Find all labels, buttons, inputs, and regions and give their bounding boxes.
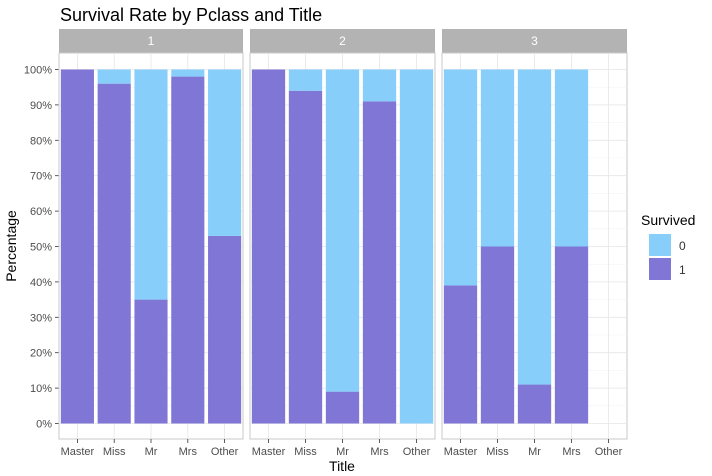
y-tick-label: 70% [30,171,52,183]
bar-segment-survived-1 [480,246,515,424]
bar-segment-survived-1 [288,90,323,424]
legend: Survived 0 1 [641,212,695,280]
y-tick-label: 10% [30,383,52,395]
bar-segment-survived-1 [134,299,168,424]
bar-segment-survived-0 [325,69,360,392]
x-tick-label: Mrs [562,446,581,458]
bar-segment-survived-0 [134,69,168,300]
y-tick-label: 40% [30,277,52,289]
y-tick-label: 80% [30,135,52,147]
bar-segment-survived-1 [60,69,94,424]
x-tick-label: Miss [294,446,317,458]
x-tick-label: Mrs [179,446,198,458]
facet-strip [442,29,627,53]
y-tick-label: 20% [30,348,52,360]
y-tick-label: 60% [30,206,52,218]
x-tick-label: Other [595,446,623,458]
x-tick-label: Master [252,446,286,458]
x-tick-label: Master [61,446,95,458]
chart-title: Survival Rate by Pclass and Title [60,5,322,25]
y-tick-label: 50% [30,242,52,254]
legend-label-0: 0 [679,239,686,253]
legend-label-1: 1 [679,263,686,277]
bar-segment-survived-0 [362,69,397,102]
bar-segment-survived-1 [554,246,589,424]
facet-panel: 3 Master Miss Mr Mrs Other [441,29,628,458]
x-tick-label: Other [211,446,239,458]
facet-strip [59,29,243,53]
x-tick-label: Mr [528,446,541,458]
facet-panels: 1 Master Miss Mr Mrs Other 2 Master Miss Mr Mrs Oth… [58,29,628,458]
y-axis: 0% 10% 20% 30% 40% 50% 60% 70% 80% 90% 100% [24,65,59,431]
legend-key-0 [649,234,671,256]
y-tick-label: 0% [36,419,52,431]
bar-segment-survived-0 [208,69,242,236]
x-tick-label: Mrs [370,446,389,458]
bar-segment-survived-1 [208,235,242,424]
facet-panel: 1 Master Miss Mr Mrs Other [58,29,244,458]
facet-strip-label: 2 [339,34,346,48]
x-tick-label: Master [444,446,478,458]
x-tick-label: Miss [103,446,126,458]
bar-segment-survived-0 [480,69,515,247]
legend-title: Survived [641,212,695,228]
facet-strip [250,29,435,53]
bar-segment-survived-0 [443,69,478,286]
bar-segment-survived-1 [443,285,478,424]
y-tick-label: 90% [30,100,52,112]
bar-segment-survived-0 [97,69,131,84]
facet-panel: 2 Master Miss Mr Mrs Other [249,29,436,458]
x-tick-label: Other [403,446,431,458]
bar-segment-survived-1 [325,391,360,424]
y-tick-label: 30% [30,312,52,324]
y-tick-label: 100% [24,65,52,77]
facet-strip-label: 1 [148,34,155,48]
bar-segment-survived-1 [362,101,397,424]
bar-segment-survived-1 [97,83,131,424]
y-axis-title: Percentage [3,210,19,282]
bar-segment-survived-0 [171,69,205,77]
x-tick-label: Mr [145,446,158,458]
bar-segment-survived-0 [399,69,434,424]
bar-segment-survived-0 [554,69,589,247]
x-tick-label: Miss [486,446,509,458]
legend-key-1 [649,258,671,280]
bar-segment-survived-1 [171,76,205,424]
bar-segment-survived-0 [517,69,552,385]
bar-segment-survived-1 [251,69,286,424]
x-tick-label: Mr [336,446,349,458]
x-axis-title: Title [329,458,355,474]
bar-segment-survived-0 [288,69,323,91]
bar-segment-survived-1 [517,384,552,424]
facet-strip-label: 3 [531,34,538,48]
